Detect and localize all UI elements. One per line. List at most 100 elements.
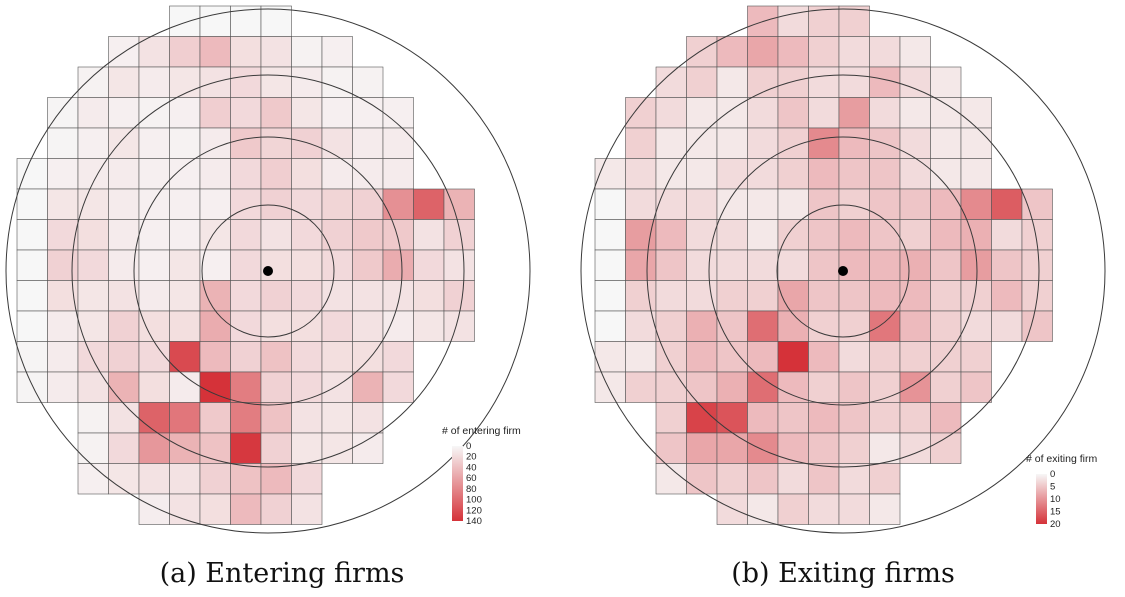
heatmap-cell xyxy=(199,432,231,464)
legend-tick-label: 100 xyxy=(466,495,482,506)
heatmap-cell xyxy=(169,188,201,220)
heatmap-cell xyxy=(321,249,353,281)
heatmap-cell xyxy=(321,188,353,220)
legend-tick-label: 140 xyxy=(466,516,482,527)
heatmap-cell xyxy=(138,127,170,159)
heatmap-cell xyxy=(594,188,626,220)
heatmap-cell xyxy=(260,158,292,190)
heatmap-cell xyxy=(899,219,931,251)
heatmap-cell xyxy=(16,310,48,342)
distance-ring xyxy=(133,136,403,406)
heatmap-cell xyxy=(321,97,353,129)
heatmap-cell xyxy=(108,219,140,251)
heatmap-cell xyxy=(686,66,718,98)
heatmap-cell xyxy=(382,219,414,251)
heatmap-cell xyxy=(838,97,870,129)
heatmap-cell xyxy=(930,280,962,312)
heatmap-cell xyxy=(382,280,414,312)
heatmap-cell xyxy=(869,97,901,129)
heatmap-cell xyxy=(808,219,840,251)
heatmap-cell xyxy=(869,219,901,251)
heatmap-cell xyxy=(138,97,170,129)
heatmap-cell xyxy=(199,188,231,220)
heatmap-cell xyxy=(869,341,901,373)
heatmap-cell xyxy=(47,249,79,281)
heatmap-cell xyxy=(777,371,809,403)
heatmap-cell xyxy=(655,432,687,464)
heatmap-cell xyxy=(230,158,262,190)
heatmap-cell xyxy=(138,371,170,403)
heatmap-cells xyxy=(16,5,475,525)
heatmap-cell xyxy=(199,280,231,312)
heatmap-cell xyxy=(260,5,292,37)
heatmap-cell xyxy=(747,280,779,312)
heatmap-cell xyxy=(777,158,809,190)
heatmap-cell xyxy=(747,341,779,373)
heatmap-cell xyxy=(138,432,170,464)
heatmap-cell xyxy=(77,188,109,220)
heatmap-cell xyxy=(777,97,809,129)
heatmap-cell xyxy=(291,188,323,220)
heatmap-cell xyxy=(716,402,748,434)
heatmap-cell xyxy=(169,310,201,342)
heatmap-cell xyxy=(808,493,840,525)
heatmap-cell xyxy=(16,280,48,312)
heatmap-cell xyxy=(321,310,353,342)
heatmap-cell xyxy=(960,127,992,159)
heatmap-cell xyxy=(169,463,201,495)
legend-tick-label: 5 xyxy=(1050,482,1055,493)
heatmap-cell xyxy=(169,36,201,68)
heatmap-cell xyxy=(291,219,323,251)
heatmap-cell xyxy=(625,249,657,281)
heatmap-cell xyxy=(747,310,779,342)
heatmap-cell xyxy=(260,280,292,312)
heatmap-cells xyxy=(594,5,1053,525)
heatmap-cell xyxy=(808,36,840,68)
heatmap-cell xyxy=(199,36,231,68)
heatmap-cell xyxy=(199,127,231,159)
heatmap-cell xyxy=(594,249,626,281)
distance-ring xyxy=(71,74,465,468)
heatmap-cell xyxy=(291,36,323,68)
heatmap-cell xyxy=(747,402,779,434)
heatmap-cell xyxy=(655,158,687,190)
heatmap-cell xyxy=(321,66,353,98)
heatmap-cell xyxy=(716,432,748,464)
heatmap-cell xyxy=(777,432,809,464)
heatmap-cell xyxy=(625,371,657,403)
heatmap-cell xyxy=(108,310,140,342)
heatmap-cell xyxy=(199,310,231,342)
heatmap-cell xyxy=(838,463,870,495)
heatmap-cell xyxy=(686,463,718,495)
heatmap-cell xyxy=(899,341,931,373)
heatmap-cell xyxy=(352,402,384,434)
heatmap-cell xyxy=(930,188,962,220)
heatmap-cell xyxy=(382,310,414,342)
heatmap-cell xyxy=(77,310,109,342)
heatmap-cell xyxy=(991,280,1023,312)
heatmap-cell xyxy=(808,463,840,495)
legend-tick-label: 40 xyxy=(466,462,477,473)
heatmap-cell xyxy=(230,341,262,373)
heatmap-cell xyxy=(321,219,353,251)
heatmap-cell xyxy=(655,97,687,129)
heatmap-cell xyxy=(16,341,48,373)
heatmap-cell xyxy=(747,188,779,220)
heatmap-cell xyxy=(716,249,748,281)
heatmap-cell xyxy=(899,188,931,220)
legend-tick-label: 15 xyxy=(1050,507,1061,518)
heatmap-cell xyxy=(716,371,748,403)
heatmap-cell xyxy=(77,402,109,434)
heatmap-cell xyxy=(321,402,353,434)
heatmap-cell xyxy=(930,402,962,434)
heatmap-cell xyxy=(655,463,687,495)
heatmap-cell xyxy=(869,463,901,495)
heatmap-cell xyxy=(716,463,748,495)
heatmap-cell xyxy=(777,219,809,251)
heatmap-cell xyxy=(808,371,840,403)
heatmap-cell xyxy=(16,371,48,403)
heatmap-cell xyxy=(260,402,292,434)
heatmap-cell xyxy=(260,463,292,495)
heatmap-cell xyxy=(625,97,657,129)
heatmap-cell xyxy=(747,219,779,251)
